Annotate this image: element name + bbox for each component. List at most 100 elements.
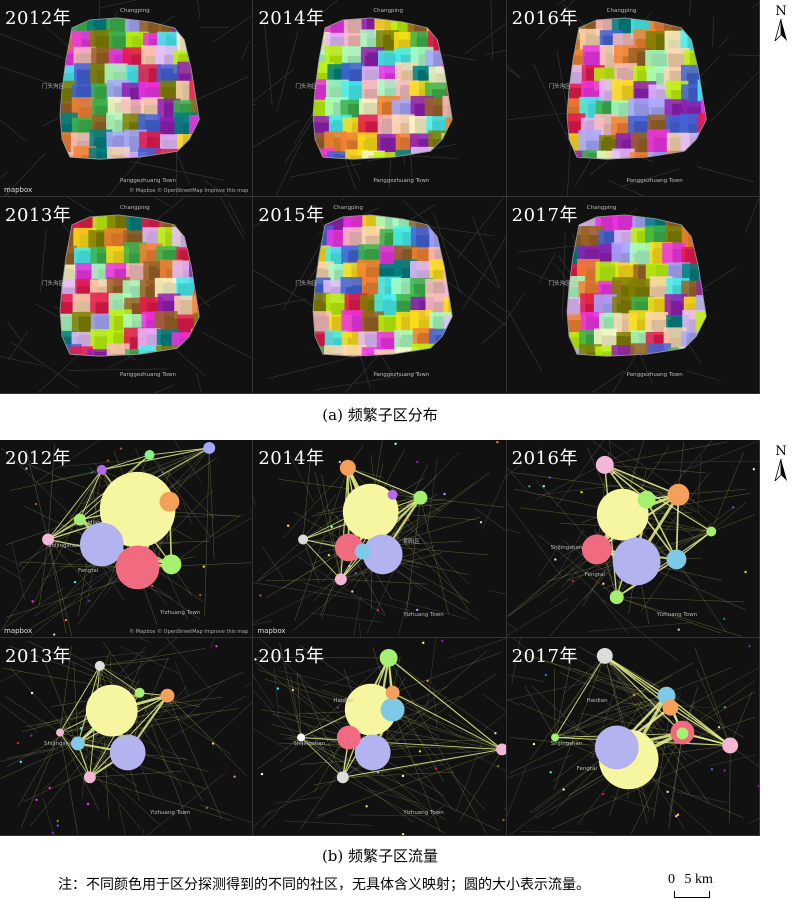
road-line <box>303 582 411 612</box>
minor-node <box>496 440 499 444</box>
community-region <box>446 147 453 160</box>
community-region <box>611 148 635 160</box>
place-label: 朝阳区 <box>118 736 135 742</box>
road-line <box>120 646 146 674</box>
flow-line <box>307 725 344 778</box>
minor-node <box>494 731 497 735</box>
road-line <box>556 278 559 282</box>
community-region <box>193 312 200 336</box>
minor-node <box>416 460 419 464</box>
road-line <box>506 292 525 320</box>
flow-line <box>392 494 505 508</box>
community-region <box>627 98 651 122</box>
road-line <box>506 598 568 636</box>
road-line <box>283 238 325 311</box>
flow-line <box>47 539 72 637</box>
community-node <box>298 534 309 545</box>
road-line <box>274 667 280 715</box>
community-region <box>124 152 148 160</box>
road-line <box>506 113 564 121</box>
road-line <box>506 622 518 631</box>
road-line <box>0 33 70 61</box>
flow-line <box>301 737 501 832</box>
place-label: 门头沟区 <box>295 84 318 90</box>
road-line <box>457 197 505 259</box>
road-line <box>298 556 386 616</box>
road-line <box>695 166 755 183</box>
place-label: 门头沟区 <box>548 281 571 287</box>
road-line <box>506 678 603 701</box>
community-region <box>344 344 367 357</box>
minor-node <box>351 590 354 593</box>
road-line <box>504 808 506 810</box>
flow-edge <box>388 657 503 750</box>
road-line <box>66 368 167 371</box>
community-region <box>697 79 706 103</box>
community-region <box>645 31 669 54</box>
community-node <box>337 771 350 784</box>
flow-edge <box>392 692 503 750</box>
road-line <box>397 586 413 637</box>
minor-node <box>336 706 340 709</box>
map-attribution[interactable]: © Mapbox © OpenStreetMap Improve this ma… <box>129 188 249 194</box>
community-region <box>88 147 112 160</box>
map-attribution[interactable]: © Mapbox © OpenStreetMap Improve this ma… <box>129 629 249 635</box>
community-region <box>611 80 635 103</box>
map-panel-2014: 2014年 Changping 门头沟区 Panggezhuang Town <box>253 0 507 197</box>
flow-line <box>301 737 429 814</box>
road-line <box>290 456 315 504</box>
road-line <box>0 748 58 762</box>
minor-node <box>211 742 215 745</box>
community-region <box>177 134 200 157</box>
minor-node <box>571 579 574 583</box>
community-region <box>313 311 333 335</box>
road-line <box>688 0 691 17</box>
flow-line <box>283 467 349 539</box>
flow-line <box>392 692 463 739</box>
minor-node <box>151 584 154 588</box>
flow-line <box>102 641 140 693</box>
community-node <box>413 490 428 505</box>
road-line <box>507 310 542 372</box>
minor-node <box>502 818 505 822</box>
community-region <box>612 214 636 232</box>
road-line <box>0 703 38 733</box>
city-boundary <box>312 17 454 160</box>
flow-line <box>652 707 671 818</box>
minor-node <box>666 790 669 794</box>
flow-line <box>619 702 671 708</box>
flow-panel-2014: 2014年 朝阳区 Yizhuang Town mapbox <box>253 440 507 638</box>
flow-edge <box>79 469 103 520</box>
panel-year: 2012年 <box>5 448 72 469</box>
minor-node <box>435 767 438 770</box>
flow-line <box>6 743 78 759</box>
community-region <box>578 344 602 357</box>
minor-node <box>443 492 447 496</box>
north-arrow-icon <box>774 19 787 41</box>
flow-line <box>604 655 664 724</box>
community-region <box>411 226 435 250</box>
road-line <box>647 638 679 662</box>
community-region <box>361 311 385 335</box>
community-region <box>661 242 685 266</box>
community-region <box>138 147 161 160</box>
community-region <box>104 228 128 252</box>
flow-line <box>729 691 752 746</box>
road-line <box>729 54 759 56</box>
road-line <box>253 525 343 585</box>
community-region <box>190 64 200 88</box>
road-line <box>590 370 625 393</box>
place-label: Changping <box>373 8 403 14</box>
community-region <box>357 259 381 283</box>
flow-line <box>597 695 667 715</box>
minor-node <box>31 600 34 603</box>
flow-map <box>253 638 506 835</box>
community-region <box>680 132 704 156</box>
flow-line <box>0 743 78 779</box>
place-label: Shijingshan <box>293 741 326 747</box>
road-line <box>672 791 727 803</box>
road-line <box>463 237 506 310</box>
flow-line <box>392 652 501 693</box>
flow-line <box>299 674 344 778</box>
minor-node <box>752 468 755 471</box>
